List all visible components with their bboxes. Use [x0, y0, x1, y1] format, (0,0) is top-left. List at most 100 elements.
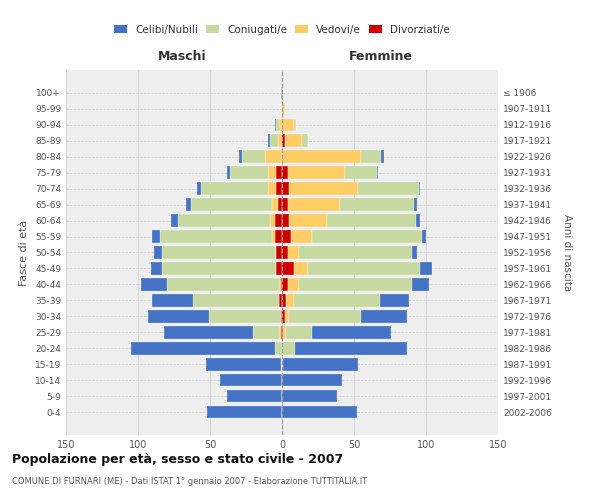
Bar: [282, 166, 288, 179]
Bar: [312, 326, 391, 338]
Bar: [380, 294, 409, 306]
Bar: [299, 278, 412, 290]
Bar: [185, 198, 191, 211]
Bar: [282, 342, 283, 354]
Text: Popolazione per età, sesso e stato civile - 2007: Popolazione per età, sesso e stato civil…: [12, 452, 343, 466]
Bar: [412, 278, 429, 290]
Bar: [275, 342, 282, 354]
Bar: [268, 182, 276, 195]
Bar: [281, 358, 282, 370]
Bar: [281, 326, 282, 338]
Bar: [197, 182, 202, 195]
Bar: [420, 262, 432, 274]
Bar: [152, 230, 160, 243]
Legend: Celibi/Nubili, Coniugati/e, Vedovi/e, Divorziati/e: Celibi/Nubili, Coniugati/e, Vedovi/e, Di…: [110, 20, 454, 39]
Bar: [282, 102, 285, 115]
Bar: [160, 230, 272, 243]
Bar: [167, 278, 279, 290]
Bar: [282, 262, 293, 274]
Bar: [282, 230, 290, 243]
Bar: [282, 150, 361, 163]
Bar: [279, 118, 282, 131]
Bar: [154, 246, 163, 258]
Bar: [282, 198, 288, 211]
Text: COMUNE DI FURNARI (ME) - Dati ISTAT 1° gennaio 2007 - Elaborazione TUTTITALIA.IT: COMUNE DI FURNARI (ME) - Dati ISTAT 1° g…: [12, 478, 367, 486]
Bar: [288, 246, 299, 258]
Bar: [276, 262, 282, 274]
Bar: [289, 310, 361, 322]
Bar: [361, 150, 382, 163]
Bar: [283, 358, 358, 370]
Bar: [163, 262, 275, 274]
Bar: [268, 166, 276, 179]
Bar: [271, 134, 278, 147]
Bar: [279, 278, 281, 290]
Bar: [358, 182, 419, 195]
Bar: [281, 86, 282, 99]
Bar: [272, 230, 275, 243]
Bar: [207, 406, 282, 418]
Bar: [412, 246, 418, 258]
Y-axis label: Fasce di età: Fasce di età: [19, 220, 29, 286]
Bar: [163, 246, 275, 258]
Bar: [282, 374, 343, 386]
Bar: [265, 150, 282, 163]
Bar: [283, 342, 295, 354]
Bar: [281, 310, 282, 322]
Bar: [289, 214, 326, 227]
Bar: [193, 294, 279, 306]
Bar: [275, 230, 282, 243]
Text: Maschi: Maschi: [158, 50, 207, 62]
Bar: [171, 214, 178, 227]
Bar: [242, 150, 265, 163]
Bar: [288, 198, 340, 211]
Bar: [276, 118, 279, 131]
Bar: [285, 310, 289, 322]
Bar: [312, 230, 422, 243]
Bar: [281, 278, 282, 290]
Bar: [286, 326, 312, 338]
Bar: [191, 198, 272, 211]
Bar: [279, 326, 281, 338]
Bar: [220, 374, 282, 386]
Bar: [377, 166, 379, 179]
Bar: [131, 342, 275, 354]
Bar: [148, 310, 209, 322]
Bar: [227, 390, 282, 402]
Bar: [202, 182, 268, 195]
Bar: [151, 262, 163, 274]
Bar: [282, 182, 289, 195]
Bar: [275, 262, 276, 274]
Bar: [293, 294, 380, 306]
Bar: [178, 214, 271, 227]
Bar: [326, 214, 416, 227]
Bar: [282, 134, 285, 147]
Bar: [283, 326, 286, 338]
Bar: [282, 278, 288, 290]
Bar: [275, 214, 282, 227]
Bar: [289, 182, 358, 195]
Bar: [293, 262, 308, 274]
Bar: [275, 118, 276, 131]
Bar: [416, 214, 420, 227]
Bar: [286, 294, 293, 306]
Bar: [209, 310, 281, 322]
Bar: [282, 390, 337, 402]
Bar: [361, 310, 407, 322]
Bar: [346, 166, 377, 179]
Bar: [278, 134, 282, 147]
Bar: [230, 166, 268, 179]
Text: Femmine: Femmine: [349, 50, 413, 62]
Bar: [282, 310, 285, 322]
Bar: [295, 342, 407, 354]
Bar: [419, 182, 420, 195]
Bar: [288, 166, 346, 179]
Bar: [282, 246, 288, 258]
Y-axis label: Anni di nascita: Anni di nascita: [562, 214, 572, 291]
Bar: [152, 294, 193, 306]
Bar: [340, 198, 415, 211]
Bar: [253, 326, 279, 338]
Bar: [282, 294, 286, 306]
Bar: [282, 406, 357, 418]
Bar: [268, 134, 271, 147]
